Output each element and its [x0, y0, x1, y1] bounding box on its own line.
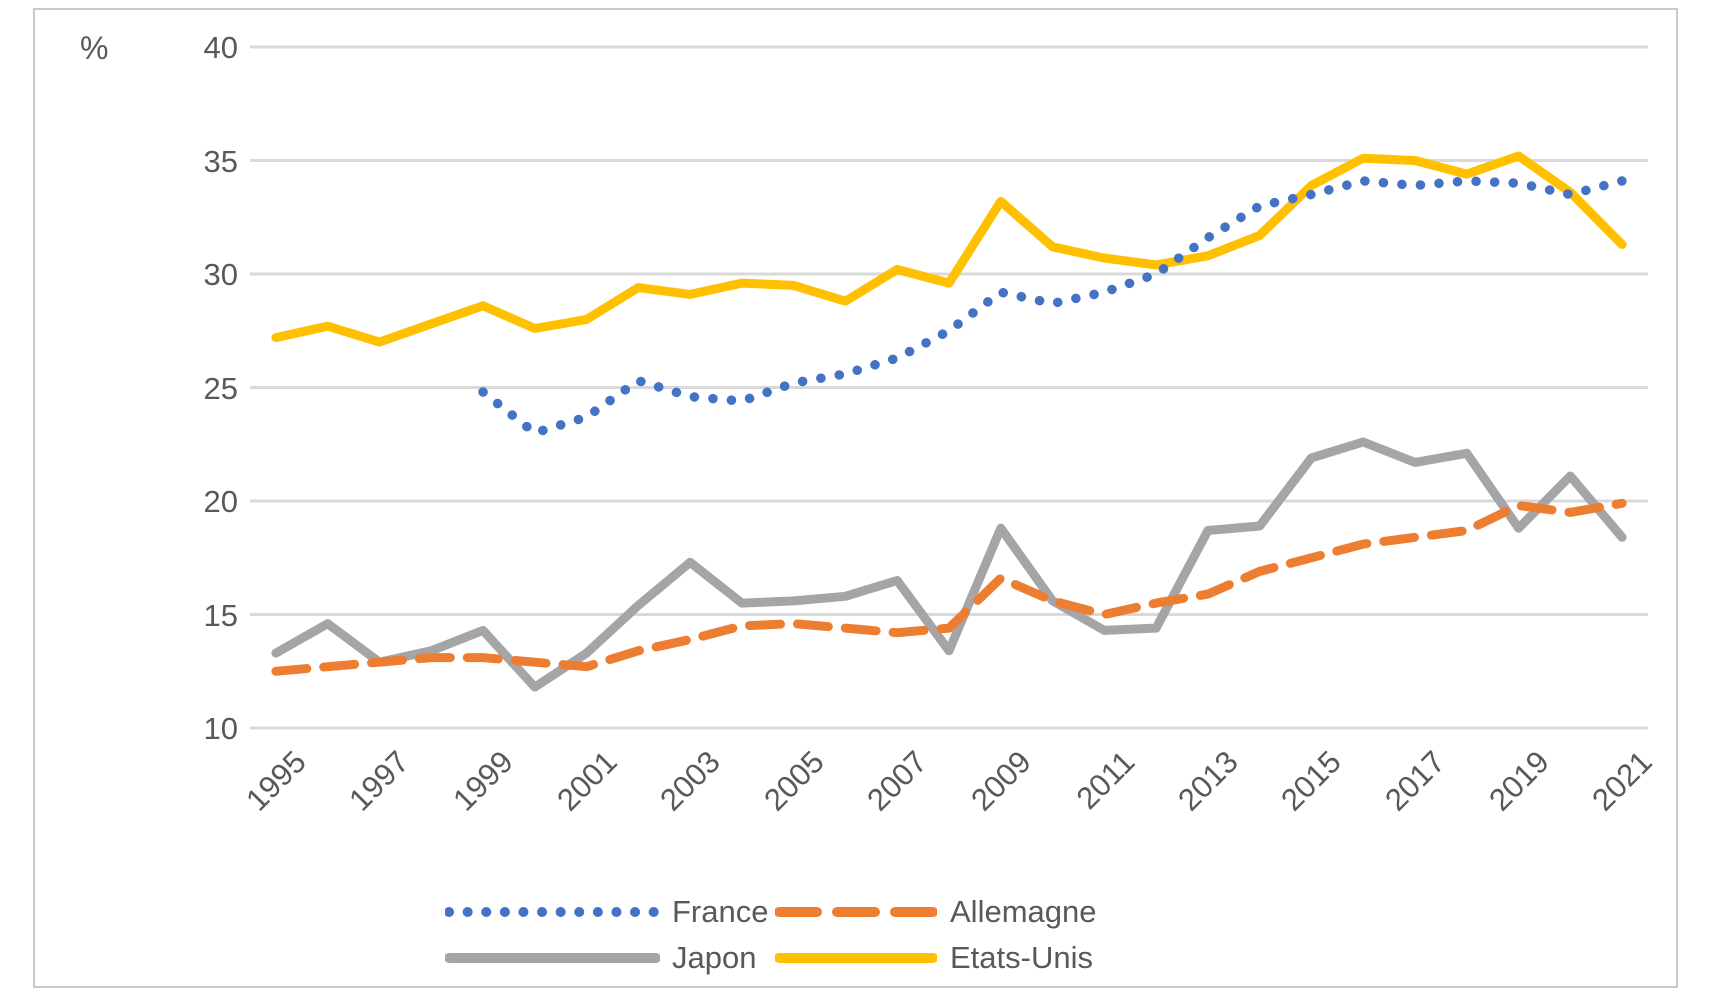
y-axis-unit-label: % — [80, 30, 109, 66]
legend-label-etats-unis: Etats-Unis — [950, 940, 1093, 975]
series-line-etats-unis — [271, 151, 1627, 347]
y-tick-label: 10 — [203, 711, 238, 746]
series-line-japon — [271, 437, 1627, 692]
legend-swatch-japon — [445, 953, 660, 963]
series-line-allemagne — [271, 498, 1627, 676]
y-tick-label: 35 — [203, 143, 238, 179]
legend-swatch-allemagne — [775, 907, 937, 917]
y-tick-label: 20 — [203, 484, 238, 519]
y-tick-label: 30 — [203, 257, 238, 292]
y-tick-label: 15 — [203, 597, 238, 633]
legend-swatch-france — [445, 907, 660, 917]
legend-swatch-etats-unis — [775, 953, 937, 963]
chart-frame-border — [33, 8, 1678, 988]
legend-label-allemagne: Allemagne — [950, 894, 1097, 929]
legend-label-france: France — [672, 894, 769, 929]
y-tick-label: 40 — [203, 30, 238, 65]
legend-row-1: France Allemagne — [0, 892, 1720, 932]
series-line-france — [478, 176, 1627, 438]
y-tick-label: 25 — [203, 370, 238, 406]
legend-row-2: Japon Etats-Unis — [0, 938, 1720, 978]
legend-label-japon: Japon — [672, 940, 757, 975]
